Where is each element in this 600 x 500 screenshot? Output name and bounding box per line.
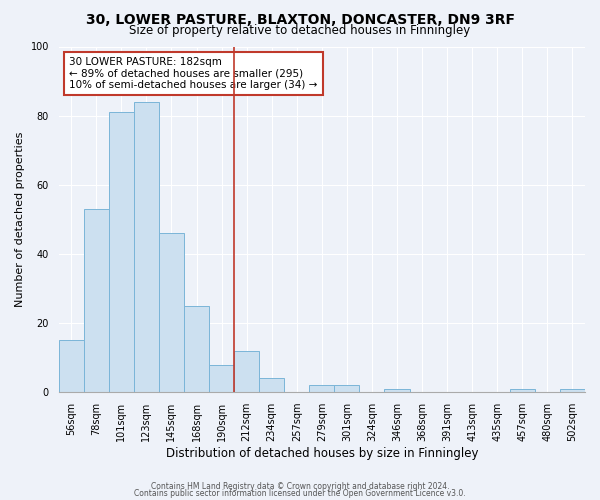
Bar	[334, 386, 359, 392]
Bar	[309, 386, 334, 392]
Bar	[184, 306, 209, 392]
Bar	[234, 350, 259, 392]
Bar	[510, 389, 535, 392]
Bar	[159, 233, 184, 392]
Text: 30, LOWER PASTURE, BLAXTON, DONCASTER, DN9 3RF: 30, LOWER PASTURE, BLAXTON, DONCASTER, D…	[86, 12, 515, 26]
Bar	[109, 112, 134, 392]
Bar	[209, 364, 234, 392]
Text: Contains HM Land Registry data © Crown copyright and database right 2024.: Contains HM Land Registry data © Crown c…	[151, 482, 449, 491]
Bar	[59, 340, 84, 392]
Bar	[560, 389, 585, 392]
Text: Size of property relative to detached houses in Finningley: Size of property relative to detached ho…	[130, 24, 470, 37]
X-axis label: Distribution of detached houses by size in Finningley: Distribution of detached houses by size …	[166, 447, 478, 460]
Bar	[259, 378, 284, 392]
Text: 30 LOWER PASTURE: 182sqm
← 89% of detached houses are smaller (295)
10% of semi-: 30 LOWER PASTURE: 182sqm ← 89% of detach…	[69, 57, 317, 90]
Bar	[84, 209, 109, 392]
Bar	[385, 389, 410, 392]
Text: Contains public sector information licensed under the Open Government Licence v3: Contains public sector information licen…	[134, 488, 466, 498]
Bar	[134, 102, 159, 392]
Y-axis label: Number of detached properties: Number of detached properties	[15, 132, 25, 307]
